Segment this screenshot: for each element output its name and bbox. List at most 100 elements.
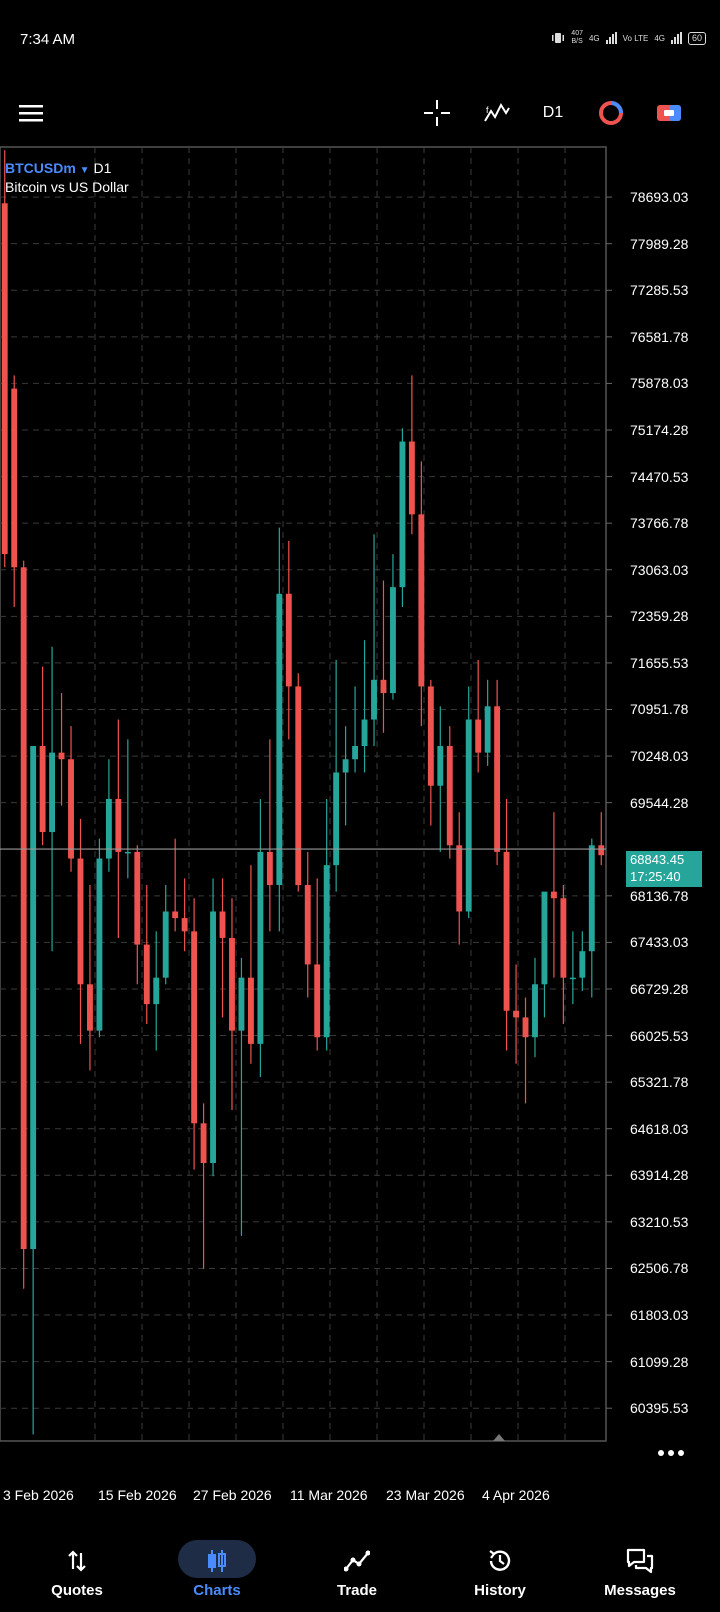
candle-body [276,593,283,886]
candle-body [371,679,377,720]
menu-button[interactable] [8,88,54,138]
y-tick-label: 67433.03 [630,934,689,951]
candle-body [598,845,605,856]
y-tick-label: 66025.53 [630,1027,689,1044]
y-tick-label: 63914.28 [630,1167,689,1184]
candle-body [446,746,453,846]
crosshair-button[interactable] [414,88,460,138]
current-price-tag: 68843.45 17:25:40 [626,851,702,887]
y-tick-label: 69544.28 [630,794,689,811]
candle-body [285,593,292,687]
y-tick-label: 73766.78 [630,515,689,532]
messages-icon [620,1548,660,1574]
y-tick-label: 77989.28 [630,235,689,252]
status-time: 7:34 AM [20,31,76,48]
timeframe-label: D1 [542,104,564,121]
nav-label-history: History [474,1582,526,1599]
signal-1-icon [605,32,617,44]
more-options-button[interactable] [658,1450,684,1456]
y-tick-label: 73063.03 [630,561,689,578]
dot-icon [668,1450,674,1456]
indicators-button[interactable]: f [474,88,520,138]
y-tick-label: 61099.28 [630,1353,689,1370]
chart-shift-marker [493,1434,505,1441]
candle-body [494,706,501,852]
trade-icon [337,1548,377,1574]
candle-body [361,719,368,747]
nav-label-messages: Messages [604,1582,676,1599]
candle-body [437,746,444,786]
candle-body [49,752,56,833]
y-tick-label: 65321.78 [630,1074,689,1091]
candle-body [532,984,538,1038]
symbol-description: Bitcoin vs US Dollar [5,179,129,195]
svg-text:f: f [486,105,489,115]
crosshair-icon [424,100,450,126]
symbol-dropdown-icon[interactable]: ▼ [79,165,90,176]
chart-symbol-header[interactable]: BTCUSDm ▼ D1 [5,160,111,176]
nav-charts[interactable]: Charts [145,1520,289,1612]
y-tick-label: 63210.53 [630,1213,689,1230]
candle-body [210,911,216,1164]
chart-frame [0,146,607,1442]
nav-label-quotes: Quotes [51,1582,103,1599]
nav-label-trade: Trade [336,1582,378,1599]
candle-body [465,719,472,912]
y-tick-label: 76581.78 [630,328,689,345]
candle-body [58,752,65,760]
candle-body [162,911,169,978]
nav-trade[interactable]: Trade [285,1520,429,1612]
candle-body [77,858,84,985]
candle-body [427,686,434,786]
x-tick-label: 27 Feb 2026 [193,1487,272,1503]
history-icon [480,1548,520,1574]
net-speed: 407 B/S [571,30,583,45]
y-tick-label: 66729.28 [630,980,689,997]
candle-body [39,746,46,833]
dot-icon [678,1450,684,1456]
candle-body [191,931,198,1124]
nav-quotes[interactable]: Quotes [5,1520,149,1612]
candle-body [153,977,160,1005]
candle-body [503,851,510,1011]
one-click-trading-icon [599,101,623,125]
one-click-trading-button[interactable] [588,88,634,138]
y-tick-label: 62506.78 [630,1260,689,1277]
nav-messages[interactable]: Messages [568,1520,712,1612]
price-chart[interactable]: BTCUSDm ▼ D1 Bitcoin vs US Dollar 78693.… [0,0,720,1520]
candle-body [172,911,179,919]
candle-body [390,587,396,694]
y-tick-label: 72359.28 [630,608,689,625]
symbol-name[interactable]: BTCUSDm [5,160,76,176]
trade-panel-button[interactable] [646,88,692,138]
candle-body [408,441,415,515]
dot-icon [658,1450,664,1456]
quotes-icon [57,1548,97,1574]
candle-body [266,851,273,886]
candle-body [323,865,330,1038]
current-price-value: 68843.45 [630,852,685,867]
indicators-icon: f [484,102,510,122]
candle-body [105,798,112,859]
chart-canvas[interactable] [0,0,720,1520]
candle-body [399,441,406,588]
status-icons: 407 B/S 4G Vo LTE 4G 60 [551,30,706,46]
nav-label-charts: Charts [193,1582,241,1599]
candle-body [304,885,311,965]
y-tick-label: 75878.03 [630,375,689,392]
bottom-navigation: Quotes Charts Trade History Messages [0,1520,720,1612]
candle-body [418,514,425,687]
network-label-1: 4G [588,33,600,43]
candle-body [560,898,567,978]
y-tick-label: 64618.03 [630,1120,689,1137]
candle-body [380,679,387,694]
timeframe-button[interactable]: D1 [530,88,576,138]
battery-level: 60 [691,32,702,43]
y-tick-label: 70248.03 [630,748,689,765]
nav-history[interactable]: History [428,1520,572,1612]
x-tick-label: 11 Mar 2026 [290,1487,368,1503]
x-tick-label: 15 Feb 2026 [98,1487,177,1503]
candle-body [475,719,482,753]
candle-body [20,567,27,1250]
y-tick-label: 60395.53 [630,1400,689,1417]
